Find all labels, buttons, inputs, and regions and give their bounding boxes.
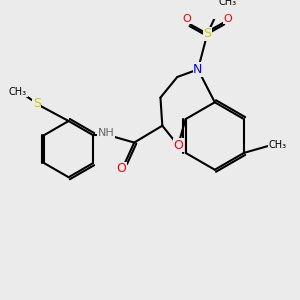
Text: O: O [116,162,126,175]
Text: S: S [33,97,41,110]
Text: S: S [203,27,211,40]
Text: O: O [182,14,191,24]
Text: N: N [193,63,203,76]
Text: O: O [224,14,232,24]
Text: CH₃: CH₃ [269,140,287,150]
Text: O: O [173,139,183,152]
Text: NH: NH [98,128,115,138]
Text: CH₃: CH₃ [219,0,237,7]
Text: CH₃: CH₃ [9,87,27,97]
